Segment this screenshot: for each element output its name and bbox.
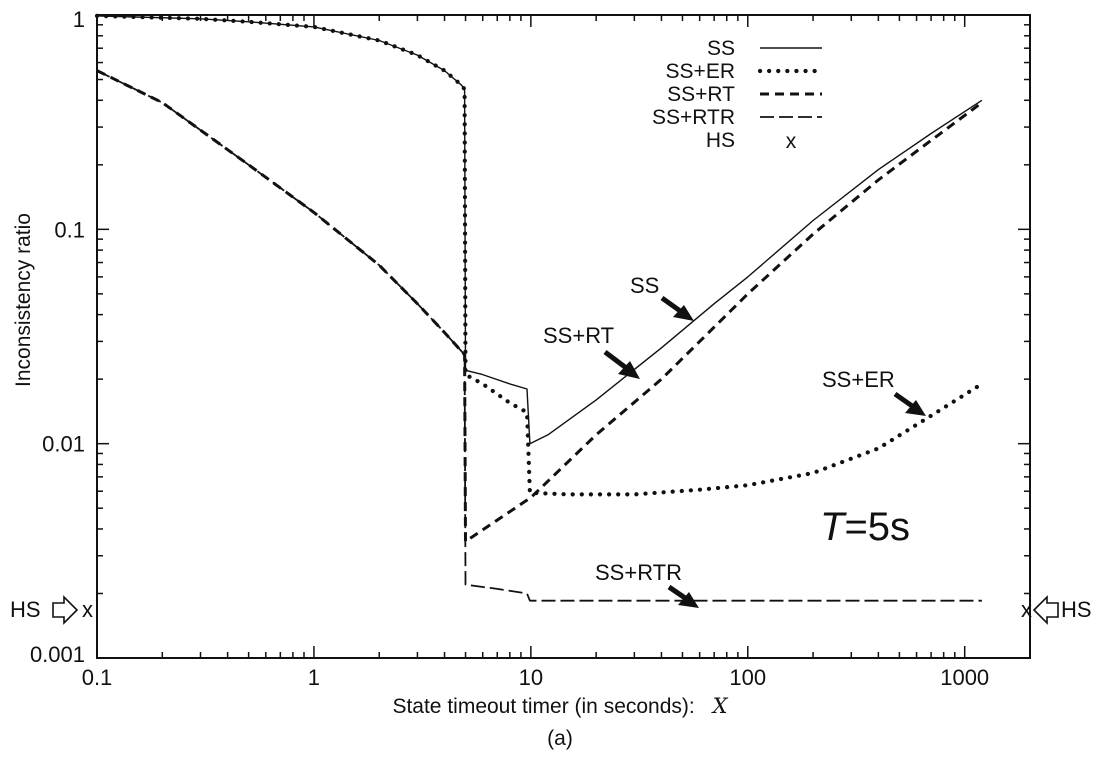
x-axis-label-variable: X	[711, 694, 729, 718]
x-axis-label: State timeout timer (in seconds): X	[392, 694, 728, 718]
param-value: =5s	[844, 505, 910, 549]
annotation-layer: SS SS+RT SS+ER SS+RTR HS x x	[10, 273, 1092, 625]
y-tick-label: 0.001	[30, 642, 85, 667]
hs-left-label: HS	[10, 597, 41, 622]
y-tick-label: 0.01	[42, 432, 85, 457]
annotation-ss-rt-label: SS+RT	[543, 323, 614, 348]
x-tick-label: 1000	[940, 665, 989, 690]
annotation-ss-rtr-arrow	[667, 584, 699, 608]
chart-caption: (a)	[547, 727, 573, 750]
legend-marker-x: x	[786, 130, 797, 153]
y-tick-label: 1	[73, 7, 85, 32]
annotation-ss-rt-arrow	[603, 350, 640, 379]
series-line-ss	[96, 15, 983, 445]
y-axis-ticks: 0.001 0.01 0.1 1	[30, 7, 1030, 667]
x-tick-label: 100	[729, 665, 766, 690]
series-layer	[94, 13, 984, 602]
series-line-ss-er	[94, 13, 984, 497]
annotation-ss-label: SS	[630, 273, 659, 298]
legend-label: SS+RT	[667, 83, 735, 106]
y-axis-label: Inconsistency ratio	[12, 213, 35, 387]
plot-frame	[96, 14, 1031, 659]
hs-right-label: HS	[1061, 597, 1092, 622]
annotation-ss-er-arrow	[893, 391, 926, 416]
legend-label: SS+ER	[666, 60, 735, 83]
param-variable: T	[820, 505, 847, 549]
legend-label: SS+RTR	[652, 106, 735, 129]
hs-left-arrow-icon	[52, 595, 79, 625]
legend-label: HS	[706, 129, 735, 152]
x-axis-ticks: 0.1 1 10 100 1000	[82, 15, 1031, 690]
param-label: T=5s	[820, 505, 910, 549]
x-tick-label: 1	[308, 665, 320, 690]
y-tick-label: 0.1	[54, 217, 85, 242]
hs-left-marker: x	[82, 597, 93, 622]
x-tick-label: 10	[519, 665, 543, 690]
series-line-ss-rt	[96, 69, 983, 543]
hs-right-marker: x	[1021, 597, 1032, 622]
hs-right-arrow-icon	[1032, 595, 1059, 625]
x-tick-label: 0.1	[82, 665, 113, 690]
legend-label: SS	[707, 37, 735, 60]
annotation-ss-rtr-label: SS+RTR	[595, 560, 682, 585]
x-axis-label-text: State timeout timer (in seconds):	[392, 695, 694, 718]
annotation-ss-arrow	[660, 295, 694, 321]
annotation-ss-er-label: SS+ER	[822, 367, 895, 392]
